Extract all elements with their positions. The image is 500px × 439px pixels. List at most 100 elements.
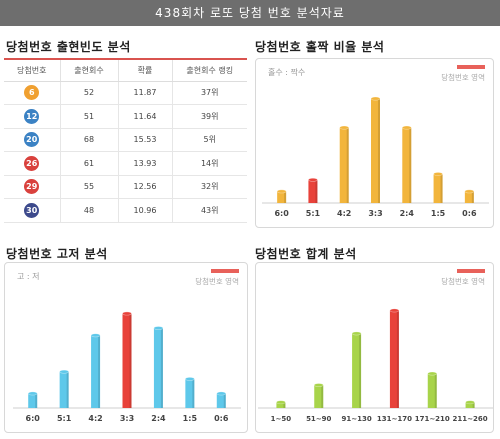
rank-cell: 39위 [171, 104, 247, 129]
chart-bar-cap [313, 383, 324, 387]
table-row: 26 61 13.93 14위 [4, 151, 247, 176]
header-probability: 확률 [117, 58, 172, 82]
sum-bar-chart: 1~50 51~90 91~130 131~170 171~210 211~260 [258, 308, 493, 423]
x-tick-label: 51~90 [306, 415, 331, 423]
number-cell: 20 [4, 128, 60, 152]
count-cell: 61 [59, 151, 118, 176]
rank-cell: 37위 [171, 81, 247, 105]
chart-bar [308, 179, 318, 203]
chart-bar-cap [276, 400, 286, 405]
table-row: 12 51 11.64 39위 [4, 104, 247, 129]
chart-bar-shade [359, 333, 362, 408]
frequency-table-header: 당첨번호 출현회수 확률 출현회수 랭킹 [4, 58, 247, 82]
chart-bar [59, 371, 69, 408]
chart-bar-shade [378, 98, 380, 203]
sum-section-title: 당첨번호 합계 분석 [255, 247, 357, 261]
count-cell: 68 [59, 128, 118, 152]
count-cell: 51 [59, 104, 118, 129]
x-tick-label: 6:0 [26, 414, 41, 423]
chart-bar-cap [308, 177, 318, 182]
probability-cell: 15.53 [117, 128, 172, 152]
frequency-table: 당첨번호 출현회수 확률 출현회수 랭킹 6 52 11.87 37위 12 51 11.6… [4, 58, 247, 223]
chart-bar-shade [223, 393, 226, 408]
chart-bar-cap [465, 400, 475, 405]
chart-bar-cap [122, 311, 132, 316]
chart-bar [216, 393, 226, 408]
chart-bar [402, 127, 412, 203]
sum-legend-text: 당첨번호 영역 [441, 277, 485, 286]
x-tick-label: 171~210 [415, 415, 450, 423]
x-tick-label: 5:1 [306, 209, 321, 218]
rank-cell: 14위 [171, 151, 247, 176]
chart-bar-cap [59, 369, 69, 374]
chart-bar-shade [284, 191, 287, 203]
number-ball: 30 [24, 202, 40, 218]
x-tick-label: 2:4 [151, 414, 166, 423]
chart-bar-cap [27, 391, 38, 396]
x-tick-label: 1:5 [431, 209, 446, 218]
chart-bar-cap [339, 125, 350, 130]
table-row: 30 48 10.96 43위 [4, 198, 247, 223]
table-row: 6 52 11.87 37위 [4, 81, 247, 105]
x-tick-label: 5:1 [57, 414, 72, 423]
chart-bar-cap [427, 371, 438, 376]
chart-bar-cap [216, 391, 227, 396]
probability-cell: 13.93 [117, 151, 172, 176]
chart-bar-shade [409, 127, 412, 203]
chart-bar [153, 328, 163, 408]
oddeven-legend-swatch [457, 65, 485, 69]
highlow-legend-text: 당첨번호 영역 [195, 277, 239, 286]
chart-bar-cap [90, 333, 101, 338]
chart-bar-cap [153, 326, 164, 330]
number-ball: 6 [24, 85, 40, 101]
highlow-legend-swatch [211, 269, 239, 273]
number-cell: 30 [4, 198, 60, 223]
chart-bar-shade [315, 179, 318, 203]
chart-bar-cap [401, 125, 412, 130]
chart-bar [314, 385, 324, 408]
chart-bar [339, 127, 349, 203]
oddeven-panel-label: 홀수 : 짝수 [268, 68, 306, 77]
x-tick-label: 4:2 [88, 414, 102, 423]
chart-bar [465, 402, 475, 408]
highlow-chart-panel: 고 : 저 당첨번호 영역 6:0 5:1 4:2 3:3 2:4 1:5 0:6 [4, 262, 248, 433]
header-rank: 출현회수 랭킹 [171, 58, 247, 82]
probability-cell: 11.87 [117, 81, 172, 105]
rank-cell: 5위 [171, 128, 247, 152]
chart-bar [433, 174, 443, 203]
probability-cell: 11.64 [117, 104, 172, 129]
number-ball: 26 [24, 155, 40, 171]
number-cell: 29 [4, 175, 60, 199]
x-tick-label: 0:6 [214, 414, 229, 423]
sum-legend-swatch [457, 269, 485, 273]
table-row: 20 68 15.53 5위 [4, 128, 247, 152]
chart-bar-cap [433, 172, 443, 176]
oddeven-chart-panel: 홀수 : 짝수 당첨번호 영역 6:0 5:1 4:2 3:3 2:4 1:5 0:6 [255, 58, 494, 228]
x-tick-label: 4:2 [337, 209, 351, 218]
chart-bar [91, 335, 101, 408]
number-cell: 26 [4, 151, 60, 176]
x-tick-label: 6:0 [274, 209, 289, 218]
chart-bar-shade [129, 313, 132, 408]
oddeven-legend-text: 당첨번호 영역 [441, 73, 485, 82]
x-tick-label: 91~130 [341, 415, 371, 423]
chart-bar [371, 98, 380, 203]
chart-bar-cap [185, 377, 195, 381]
chart-bar-shade [321, 385, 324, 408]
chart-bar-shade [283, 402, 286, 408]
chart-bar-cap [389, 308, 400, 313]
number-ball: 20 [24, 132, 40, 148]
oddeven-bar-chart: 6:0 5:1 4:2 3:3 2:4 1:5 0:6 [262, 96, 489, 218]
x-tick-label: 1~50 [271, 415, 292, 423]
chart-bar-shade [434, 373, 437, 408]
chart-bar-shade [346, 127, 349, 203]
chart-bar-shade [35, 393, 38, 408]
x-tick-label: 0:6 [462, 209, 477, 218]
chart-bar [427, 373, 437, 408]
chart-bar-cap [276, 189, 287, 194]
chart-bar [464, 191, 474, 203]
count-cell: 52 [59, 81, 118, 105]
x-tick-label: 3:3 [120, 414, 134, 423]
chart-bar-shade [192, 378, 195, 408]
x-tick-label: 131~170 [377, 415, 412, 423]
